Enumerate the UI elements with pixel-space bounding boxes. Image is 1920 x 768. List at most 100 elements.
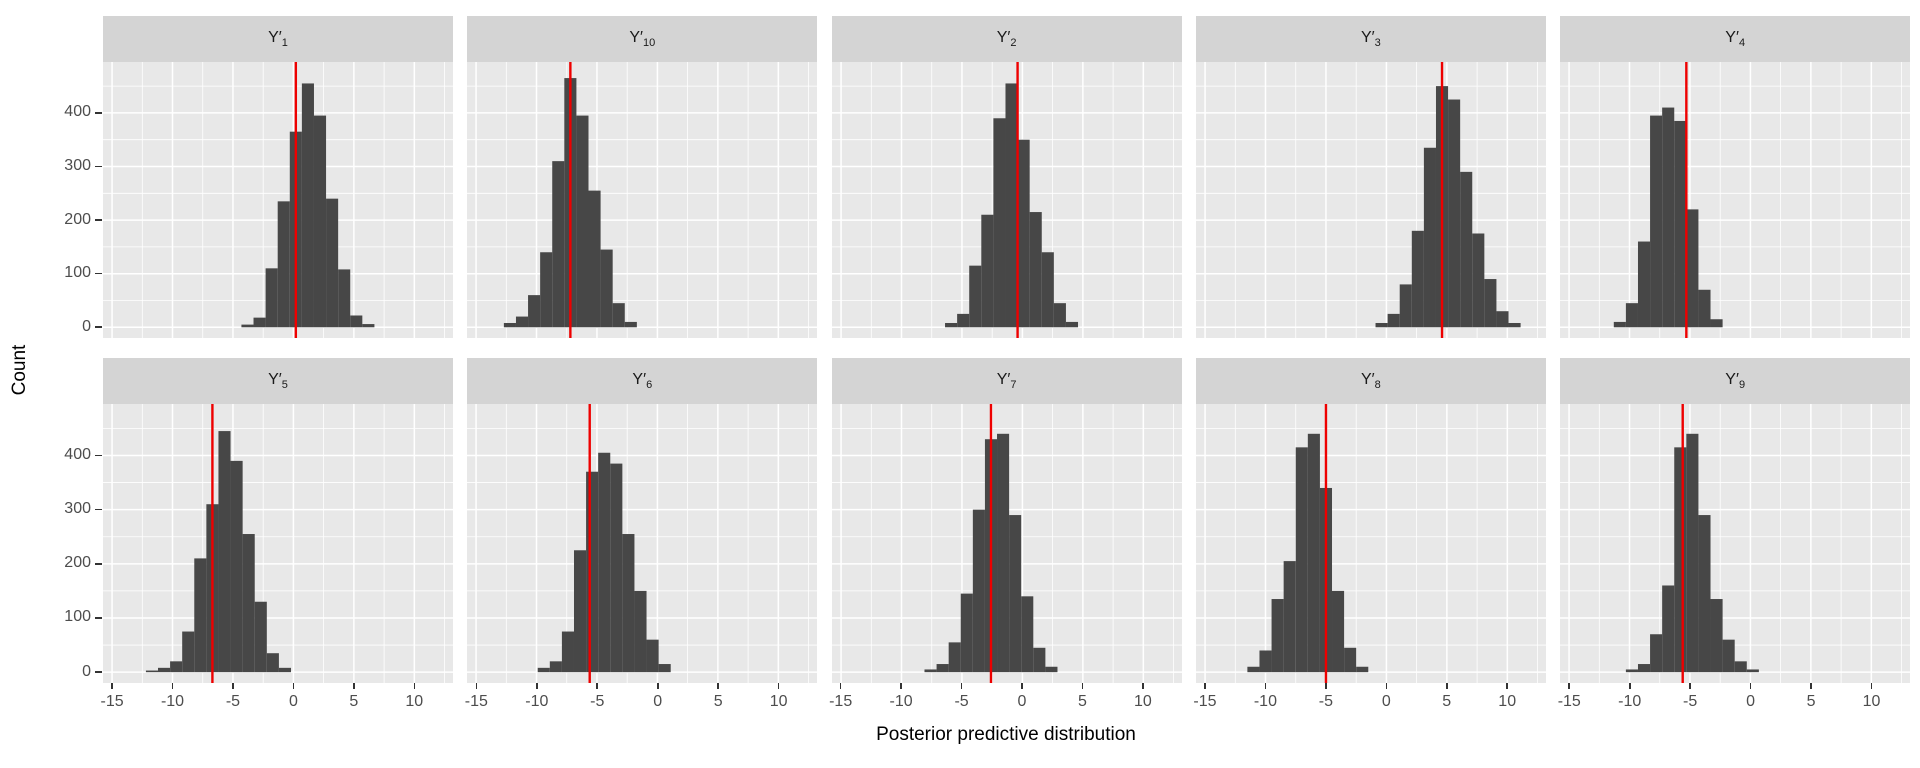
x-tick-mark [1385,683,1388,689]
x-tick-mark [475,683,478,689]
x-tick-mark [1628,683,1631,689]
y-tick-label: 0 [82,662,91,680]
x-tick-mark [1506,683,1508,689]
x-tick-label: -10 [525,693,549,710]
x-tick-label: 10 [1498,693,1517,710]
x-tick-mark [960,683,963,689]
x-tick-label: 5 [713,693,723,710]
histogram-bars [1375,86,1521,328]
x-tick-mark [1445,683,1448,689]
y-axis-title: Count [9,344,30,396]
facet-title: Y′3 [1360,28,1381,50]
x-tick-label: -15 [1193,693,1217,710]
x-tick-mark [1264,683,1267,689]
y-tick-label: 100 [64,264,91,282]
x-tick-mark [1142,683,1144,689]
x-tick-mark [1081,683,1084,689]
x-tick-label: 10 [405,693,424,710]
facet-strip: Y′7 [831,358,1182,404]
x-tick-mark [1021,683,1023,689]
x-tick-mark [413,683,416,689]
y-tick-mark [95,617,102,619]
facet-title: Y′2 [996,28,1017,50]
x-axis-title: Posterior predictive distribution [876,724,1136,745]
x-tick-mark [656,683,659,689]
facet-strip: Y′3 [1195,16,1546,62]
y-tick-label: 400 [64,445,91,463]
histogram-panel [467,404,818,683]
y-tick-label: 300 [64,157,91,174]
x-tick-label: 0 [653,693,663,710]
x-tick-mark [596,683,599,689]
facet-strip: Y′6 [467,358,818,404]
histogram-panel [103,404,453,683]
x-tick-label: -5 [590,693,605,710]
x-tick-label: 5 [1806,693,1816,710]
y-tick-mark [95,165,102,168]
facet-title: Y′10 [629,28,656,50]
x-tick-label: -15 [464,693,488,710]
y-tick-mark [95,112,102,114]
x-tick-mark [171,683,174,689]
x-tick-label: 10 [1862,693,1881,710]
x-tick-label: -5 [225,693,241,710]
x-tick-label: 0 [1381,693,1391,710]
x-tick-label: -5 [1318,693,1333,710]
histogram-panel [103,62,453,338]
x-tick-mark [111,683,113,689]
x-tick-label: 0 [1017,693,1027,710]
y-tick-mark [95,563,102,565]
histogram-bars [1247,433,1369,673]
x-tick-mark [717,683,719,689]
histogram-panel [1195,62,1546,338]
x-tick-label: 10 [769,693,788,710]
x-tick-label: 5 [1442,693,1452,710]
x-tick-label: -15 [1557,693,1581,710]
histogram-panel [831,404,1182,683]
x-tick-label: 0 [1746,693,1756,710]
y-tick-mark [95,272,102,275]
x-tick-mark [1870,683,1873,689]
y-tick-mark [95,219,102,221]
y-tick-label: 100 [64,608,91,626]
x-tick-mark [536,683,538,689]
x-tick-mark [1810,683,1812,689]
x-tick-label: -10 [1253,693,1277,710]
x-tick-mark [292,683,295,689]
x-tick-label: 5 [349,693,359,710]
facet-strip: Y′4 [1560,16,1911,62]
x-tick-mark [232,683,234,689]
histogram-bars [241,83,375,328]
histogram-bars [1613,107,1723,328]
x-tick-label: -10 [889,693,913,710]
y-tick-mark [95,508,102,511]
histogram-panel [1560,404,1911,683]
x-tick-label: -15 [829,693,853,710]
x-tick-label: -10 [1618,693,1642,710]
facet-title: Y′8 [1360,370,1381,392]
x-tick-mark [839,683,842,689]
facet-title: Y′6 [632,370,653,392]
x-tick-mark [1325,683,1327,689]
x-tick-mark [1689,683,1691,689]
y-tick-mark [95,326,102,329]
facet-title: Y′9 [1725,370,1746,392]
y-tick-label: 400 [64,103,91,121]
x-tick-label: 0 [288,693,298,710]
facet-strip: Y′5 [103,358,453,404]
y-tick-label: 0 [82,317,91,335]
x-tick-mark [1749,683,1752,689]
facet-strip: Y′2 [831,16,1182,62]
x-tick-label: -5 [954,693,969,710]
facet-title: Y′4 [1725,28,1746,50]
x-tick-label: -5 [1683,693,1698,710]
x-tick-mark [777,683,780,689]
y-tick-mark [95,454,102,457]
histogram-panel [1560,62,1911,338]
histogram-panel [831,62,1182,338]
x-tick-label: 10 [1134,693,1152,710]
x-tick-mark [1568,683,1571,689]
x-tick-label: -10 [160,693,185,710]
facet-title: Y′5 [268,370,288,392]
